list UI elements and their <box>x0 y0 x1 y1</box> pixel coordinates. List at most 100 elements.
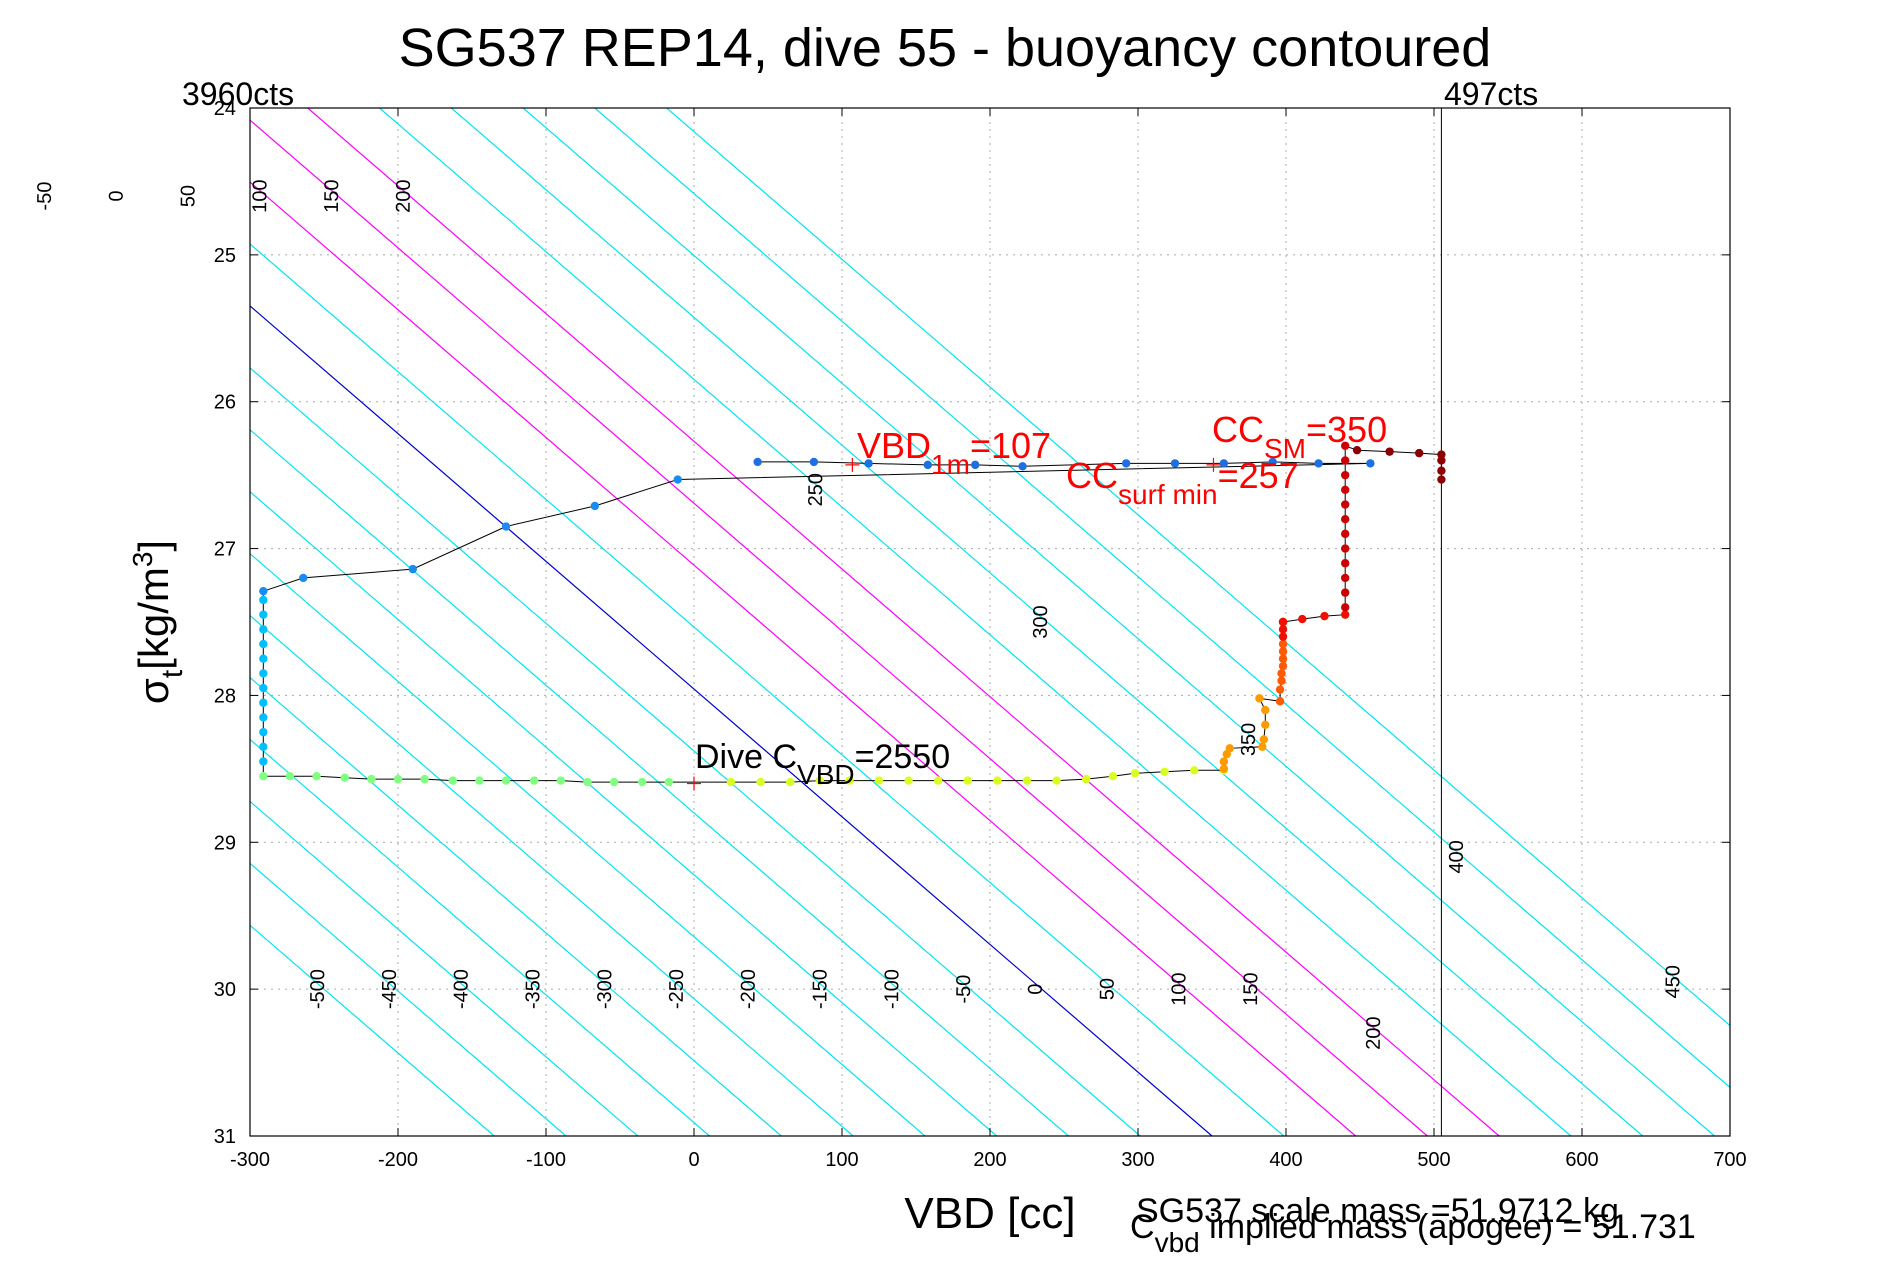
data-point <box>753 457 762 467</box>
contour-label: -350 <box>522 969 544 1009</box>
data-point <box>1082 774 1091 784</box>
contour-label: 0 <box>1025 983 1047 994</box>
y-tick-label: 29 <box>214 832 236 854</box>
data-point <box>1341 588 1350 597</box>
data-point <box>1275 697 1285 706</box>
contour-label: -300 <box>594 969 616 1009</box>
data-point <box>590 501 600 511</box>
corner-label-left: 3960cts <box>182 76 294 112</box>
data-point <box>1259 735 1269 744</box>
data-point <box>529 776 539 785</box>
data-point <box>367 774 376 784</box>
data-point <box>1130 769 1140 778</box>
data-point <box>1278 661 1288 671</box>
x-tick-label: -200 <box>378 1149 418 1171</box>
contour-line <box>666 108 1730 1027</box>
data-point <box>1437 466 1446 475</box>
data-point <box>1320 611 1329 621</box>
data-point <box>971 460 980 470</box>
data-point <box>259 757 268 766</box>
data-point <box>1341 544 1350 553</box>
data-point <box>923 460 933 470</box>
data-point <box>1341 610 1350 619</box>
x-tick-label: 100 <box>825 1149 858 1171</box>
data-point <box>1160 767 1169 776</box>
footer-scale-mass: SG537 scale mass =51.9712 kg <box>1136 1192 1619 1230</box>
data-point <box>609 777 619 787</box>
contour-label: 50 <box>1096 978 1118 1000</box>
data-point <box>1018 462 1027 471</box>
contour-label: 300 <box>1030 605 1052 639</box>
contour-line <box>250 119 1428 1136</box>
data-point <box>475 776 484 785</box>
contour-label: 150 <box>321 179 343 213</box>
data-point <box>786 777 795 787</box>
data-point <box>1277 669 1286 678</box>
contour-line <box>594 108 1730 1089</box>
data-point <box>963 776 972 785</box>
contour-label: -100 <box>881 969 903 1009</box>
data-series <box>259 441 1446 791</box>
contour-label: -450 <box>379 969 401 1009</box>
x-tick-label: 500 <box>1417 1149 1450 1171</box>
data-point <box>1052 776 1061 785</box>
contour-line <box>250 676 782 1136</box>
data-point <box>340 773 349 782</box>
data-point <box>993 776 1002 785</box>
footer-implied-mass: Cvbd implied mass (apogee) = 51.731 <box>1130 1208 1696 1258</box>
contour-line <box>307 108 1500 1136</box>
data-point <box>312 772 321 781</box>
data-point <box>259 654 268 663</box>
x-tick-label: 400 <box>1269 1149 1302 1171</box>
y-tick-label: 27 <box>214 539 236 561</box>
data-point <box>259 586 268 596</box>
data-point <box>1341 441 1350 450</box>
data-point <box>299 573 308 583</box>
contour-label: -50 <box>953 975 975 1004</box>
y-tick-label: 24 <box>214 98 236 120</box>
x-tick-label: -300 <box>230 1149 270 1171</box>
data-point <box>393 774 403 784</box>
data-point <box>1385 447 1394 456</box>
y-tick-label: 31 <box>214 1126 236 1148</box>
y-tick-label: 30 <box>214 979 236 1001</box>
data-point <box>934 776 943 785</box>
data-point <box>259 772 268 781</box>
contour-line <box>250 924 495 1136</box>
annotation-divec: Dive CVBD=2550 <box>695 738 950 790</box>
y-axis-label: σt[kg/m3] <box>127 540 189 704</box>
data-point <box>448 776 457 785</box>
x-tick-label: 700 <box>1713 1149 1746 1171</box>
contour-labels: -500-450-400-350-300-250-200-150-100-500… <box>34 179 1685 1050</box>
data-point <box>501 522 511 531</box>
data-point <box>673 475 682 484</box>
data-point <box>408 564 417 574</box>
data-point <box>1268 457 1277 467</box>
data-point <box>1022 776 1032 785</box>
data-point <box>1437 456 1446 465</box>
y-tick-label: 26 <box>214 392 236 414</box>
data-point <box>1437 450 1446 459</box>
data-point <box>1219 764 1229 774</box>
data-point <box>664 777 674 787</box>
x-tick-label: 600 <box>1565 1149 1598 1171</box>
contour-label: 450 <box>1662 965 1684 999</box>
contour-label: 200 <box>1363 1016 1385 1050</box>
contour-line <box>250 862 567 1136</box>
data-point <box>756 777 765 787</box>
contour-line <box>250 614 854 1136</box>
data-point <box>1341 500 1350 509</box>
data-point <box>1278 654 1288 663</box>
data-point <box>259 610 268 619</box>
contour-label: 100 <box>1168 972 1190 1006</box>
contour-label: 400 <box>1446 840 1468 874</box>
y-tick-label: 28 <box>214 685 236 707</box>
data-point <box>1278 617 1288 627</box>
data-point <box>259 669 268 678</box>
contour-label: 100 <box>249 179 271 213</box>
data-point <box>1261 720 1270 729</box>
contour-line <box>522 108 1715 1136</box>
data-point <box>1170 459 1180 468</box>
contour-label: -250 <box>666 969 688 1009</box>
data-point <box>1437 475 1446 484</box>
